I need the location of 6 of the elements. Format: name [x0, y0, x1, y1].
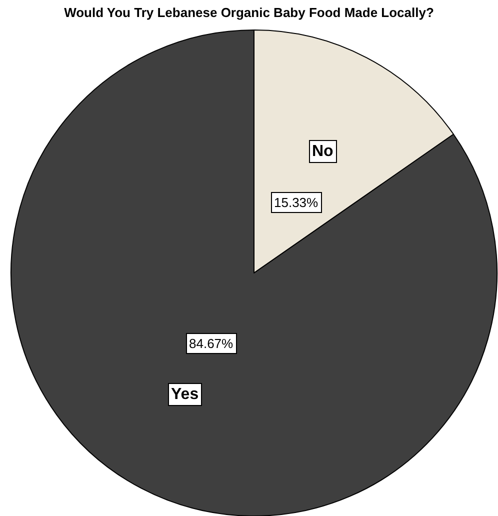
slice-label: Yes — [171, 386, 199, 403]
pie-slice — [10, 30, 498, 516]
data-label: 15.33% — [274, 195, 319, 210]
slice-label: No — [312, 143, 334, 160]
chart-title: Would You Try Lebanese Organic Baby Food Made Locally? — [64, 4, 434, 20]
data-label: 84.67% — [189, 336, 234, 351]
